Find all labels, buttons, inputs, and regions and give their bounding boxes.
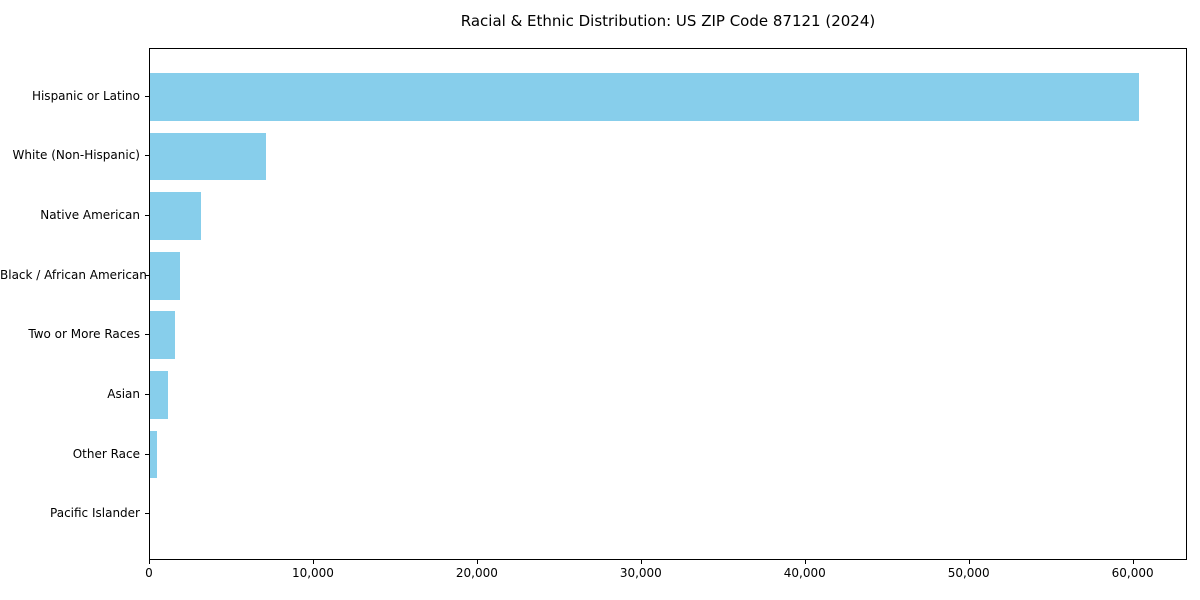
- x-axis-tick-label: 60,000: [1111, 566, 1154, 580]
- x-axis-tick-label: 50,000: [947, 566, 990, 580]
- y-axis-label: Hispanic or Latino: [31, 88, 140, 103]
- x-axis-tick-label: 30,000: [619, 566, 662, 580]
- y-axis-tick: [145, 453, 149, 455]
- y-axis-tick: [145, 274, 149, 276]
- y-axis-tick: [145, 513, 149, 515]
- x-axis-tick: [149, 560, 150, 564]
- bar-two-or-more-races: [150, 311, 175, 360]
- x-axis-tick: [476, 560, 478, 564]
- x-axis-tick: [1132, 560, 1134, 564]
- bar-asian: [150, 371, 169, 419]
- bar-black-african-american: [150, 251, 180, 300]
- chart-title: Racial & Ethnic Distribution: US ZIP Cod…: [460, 12, 876, 30]
- x-axis-tick-label: 0: [145, 566, 153, 580]
- x-axis-tick: [640, 560, 642, 564]
- y-axis-label: Black / African American: [0, 267, 147, 282]
- bar-other-race: [150, 430, 157, 479]
- y-axis-label: Native American: [40, 208, 140, 223]
- x-axis-tick: [312, 560, 314, 564]
- x-axis-tick: [804, 560, 806, 564]
- x-axis-tick-label: 40,000: [783, 566, 826, 580]
- y-axis-tick: [145, 215, 149, 217]
- bar-hispanic-or-latino: [150, 72, 1139, 121]
- x-axis-tick: [968, 560, 970, 564]
- x-axis-tick-label: 20,000: [455, 566, 498, 580]
- bar-native-american: [150, 192, 201, 240]
- y-axis-tick: [145, 155, 149, 157]
- y-axis-label: Pacific Islander: [50, 506, 140, 521]
- y-axis-label: White (Non-Hispanic): [12, 148, 140, 163]
- y-axis-tick: [145, 334, 149, 336]
- y-axis-label: Two or More Races: [28, 327, 140, 342]
- y-axis-label: Other Race: [72, 446, 140, 461]
- bar-white-non-hispanic-: [150, 132, 267, 181]
- x-axis-tick-label: 10,000: [291, 566, 334, 580]
- y-axis-label: Asian: [107, 386, 140, 401]
- y-axis-tick: [145, 95, 149, 97]
- plot-area: [149, 48, 1187, 560]
- y-axis-tick: [145, 393, 149, 395]
